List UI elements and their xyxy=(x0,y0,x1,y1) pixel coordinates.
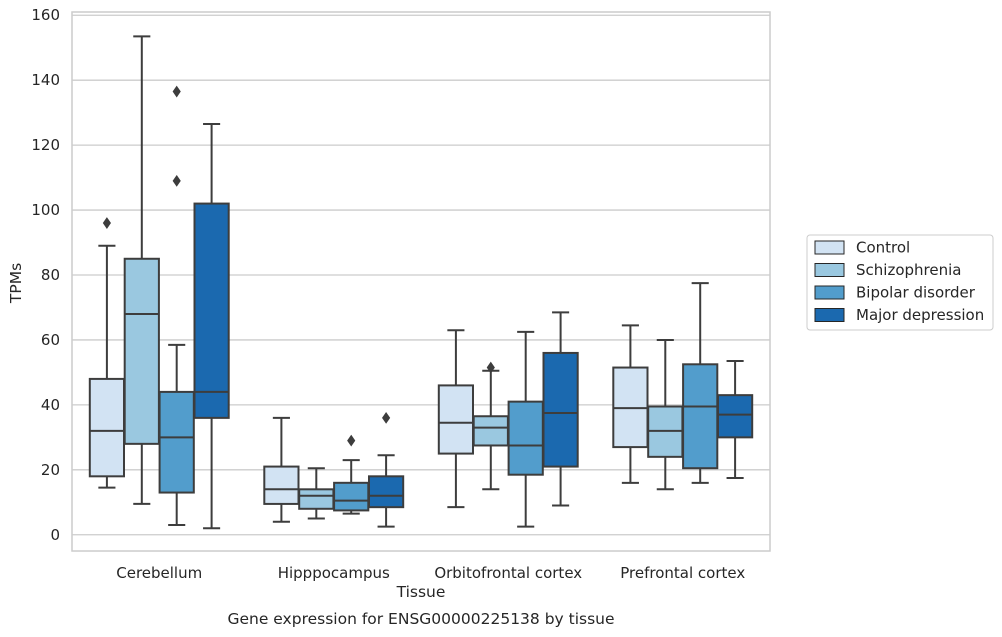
outlier-point xyxy=(172,174,181,187)
box-iqr xyxy=(507,400,544,476)
outlier-point xyxy=(347,434,356,447)
legend-frame xyxy=(806,234,994,331)
y-tick-label: 40 xyxy=(41,396,60,414)
box-iqr xyxy=(263,465,300,505)
y-tick-label: 160 xyxy=(31,6,60,24)
x-tick-label: Hipppocampus xyxy=(278,564,390,582)
box-major-depression xyxy=(193,123,230,530)
box-iqr xyxy=(158,390,195,494)
box-iqr xyxy=(88,377,126,478)
box-control xyxy=(612,324,649,484)
y-axis-ticks: 0 20 40 60 80 100 120 140 160 xyxy=(31,6,60,544)
y-tick-label: 120 xyxy=(31,136,60,154)
box-iqr xyxy=(367,475,405,509)
box-iqr xyxy=(542,351,579,468)
box-iqr xyxy=(472,415,509,447)
legend-label: Schizophrenia xyxy=(856,261,961,279)
y-tick-label: 0 xyxy=(50,526,60,544)
box-control xyxy=(263,416,300,523)
box-iqr xyxy=(123,257,160,445)
box-schizophrenia xyxy=(298,467,335,520)
outlier-point xyxy=(172,85,181,98)
box-control xyxy=(88,217,126,489)
box-major-depression xyxy=(542,311,579,507)
legend-label: Control xyxy=(856,239,910,257)
x-axis-ticks: Cerebellum Hipppocampus Orbitofrontal cort… xyxy=(116,564,745,582)
legend-swatch xyxy=(814,308,845,322)
box-bipolar-disorder xyxy=(333,434,370,515)
box-major-depression xyxy=(716,360,754,479)
box-groups xyxy=(88,35,754,530)
y-tick-label: 60 xyxy=(41,331,60,349)
box-schizophrenia xyxy=(647,338,684,491)
box-major-depression xyxy=(367,411,405,528)
box-schizophrenia xyxy=(123,35,160,505)
box-bipolar-disorder xyxy=(507,330,544,528)
legend-swatch xyxy=(814,263,845,277)
box-iqr xyxy=(716,394,754,439)
outlier-point xyxy=(102,217,111,229)
box-iqr xyxy=(333,481,370,512)
legend-swatch xyxy=(814,240,845,255)
outlier-point xyxy=(382,411,391,424)
y-tick-label: 80 xyxy=(41,266,60,284)
legend-label: Major depression xyxy=(856,306,984,324)
x-tick-label: Orbitofrontal cortex xyxy=(434,564,582,582)
box-iqr xyxy=(298,488,335,510)
plot-frame xyxy=(71,11,771,552)
legend: Control Schizophrenia Bipolar disorder Majo… xyxy=(806,234,994,331)
legend-label: Bipolar disorder xyxy=(856,284,976,302)
box-bipolar-disorder xyxy=(682,282,719,484)
y-tick-label: 140 xyxy=(31,71,60,89)
x-axis-label: Tissue xyxy=(396,583,446,601)
box-iqr xyxy=(193,202,230,419)
x-tick-label: Cerebellum xyxy=(116,564,202,582)
box-bipolar-disorder xyxy=(158,85,195,527)
box-iqr xyxy=(437,384,475,455)
legend-swatch xyxy=(814,285,845,300)
chart-caption: Gene expression for ENSG00000225138 by t… xyxy=(227,610,614,628)
y-tick-label: 20 xyxy=(41,461,60,479)
box-iqr xyxy=(682,363,719,470)
outlier-point xyxy=(486,361,495,374)
y-tick-label: 100 xyxy=(31,201,60,219)
y-axis-label: TPMs xyxy=(7,263,25,304)
box-control xyxy=(437,329,475,509)
x-tick-label: Prefrontal cortex xyxy=(620,564,745,582)
